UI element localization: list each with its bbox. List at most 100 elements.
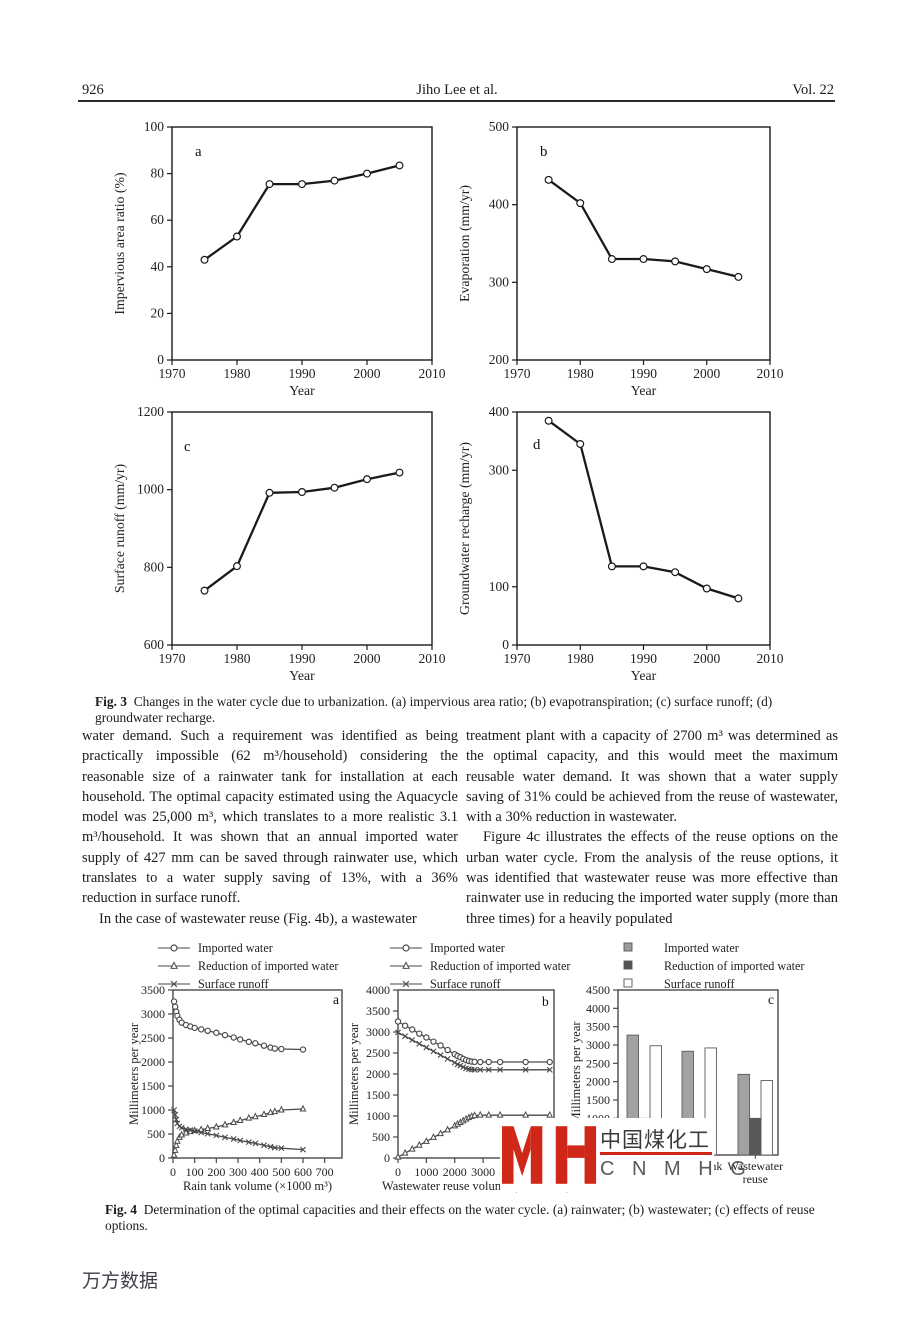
svg-text:d: d (533, 437, 541, 453)
svg-text:2500: 2500 (141, 1031, 165, 1045)
svg-text:400: 400 (251, 1165, 269, 1179)
svg-text:300: 300 (229, 1165, 247, 1179)
svg-text:2000: 2000 (586, 1075, 610, 1089)
svg-text:reuse: reuse (743, 1172, 768, 1186)
svg-text:100: 100 (144, 119, 165, 134)
svg-text:0: 0 (159, 1151, 165, 1165)
svg-text:600: 600 (294, 1165, 312, 1179)
svg-text:1990: 1990 (630, 366, 657, 381)
svg-text:Year: Year (631, 668, 657, 683)
watermark-latin-text: C N M H G (600, 1158, 752, 1180)
svg-text:800: 800 (144, 559, 165, 574)
fig3-chart-b-evaporation: 500 400 300 200 1970 1980 1990 2000 2010 Evaporat… (445, 112, 785, 409)
svg-text:Year: Year (289, 668, 315, 683)
wanfang-data-mark: 万方数据 (82, 1270, 159, 1292)
svg-text:500: 500 (372, 1130, 390, 1144)
svg-text:1500: 1500 (366, 1088, 390, 1102)
svg-text:3500: 3500 (586, 1020, 610, 1034)
svg-text:1980: 1980 (567, 651, 594, 666)
svg-text:Surface runoff: Surface runoff (664, 977, 735, 991)
body-left-column: water demand. Such a requirement was ide… (82, 726, 458, 929)
svg-text:a: a (195, 144, 202, 160)
svg-text:Groundwater recharge (mm/yr): Groundwater recharge (mm/yr) (457, 442, 473, 615)
svg-text:80: 80 (151, 166, 165, 181)
svg-text:500: 500 (489, 119, 510, 134)
page-number: 926 (82, 82, 104, 98)
svg-text:2000: 2000 (693, 651, 720, 666)
svg-text:400: 400 (489, 197, 510, 212)
body-right-column: treatment plant with a capacity of 2700 … (466, 726, 838, 929)
svg-text:300: 300 (489, 462, 510, 477)
svg-text:1980: 1980 (567, 366, 594, 381)
svg-text:Evaporation (mm/yr): Evaporation (mm/yr) (457, 185, 473, 302)
svg-text:1970: 1970 (159, 651, 186, 666)
watermark: 中国煤化工 C N M H G (500, 1118, 746, 1192)
svg-text:Millimeters per year: Millimeters per year (128, 1022, 141, 1125)
svg-text:200: 200 (207, 1165, 225, 1179)
svg-text:a: a (333, 992, 339, 1007)
svg-text:Reduction of imported water: Reduction of imported water (664, 959, 804, 973)
svg-text:2000: 2000 (354, 651, 381, 666)
fig4-caption: Fig. 4 Determination of the optimal capa… (105, 1202, 845, 1234)
svg-text:300: 300 (489, 274, 510, 289)
svg-text:2500: 2500 (366, 1046, 390, 1060)
svg-text:2010: 2010 (757, 366, 784, 381)
svg-text:0: 0 (395, 1165, 401, 1179)
svg-text:3500: 3500 (141, 983, 165, 997)
svg-text:1990: 1990 (630, 651, 657, 666)
svg-text:100: 100 (489, 579, 510, 594)
svg-text:Millimeters per year: Millimeters per year (348, 1022, 361, 1125)
svg-text:60: 60 (151, 212, 165, 227)
svg-text:Surface runoff: Surface runoff (198, 977, 269, 991)
svg-text:1980: 1980 (224, 366, 251, 381)
svg-text:4000: 4000 (586, 1001, 610, 1015)
svg-text:1980: 1980 (224, 651, 251, 666)
svg-text:1000: 1000 (141, 1103, 165, 1117)
running-head: Jiho Lee et al. (416, 82, 498, 98)
svg-text:Imported water: Imported water (198, 941, 273, 955)
fig3-chart-c-surface-runoff: 1200 1000 800 600 1970 1980 1990 2000 2010 Surfac… (100, 397, 448, 694)
cnmhg-logo-icon (502, 1126, 597, 1184)
svg-text:Year: Year (289, 383, 315, 398)
svg-text:Year: Year (631, 383, 657, 398)
svg-text:1000: 1000 (366, 1109, 390, 1123)
svg-text:b: b (540, 144, 547, 160)
paragraph: treatment plant with a capacity of 2700 … (466, 728, 838, 826)
fig4-chart-a-rainwater: 3500 3000 2500 2000 1500 1000 500 0 0 100 200 300 40… (127, 936, 366, 1203)
svg-text:Millimeters per year: Millimeters per year (569, 1021, 583, 1124)
svg-text:4500: 4500 (586, 983, 610, 997)
fig3-caption-text: Changes in the water cycle due to urbani… (95, 694, 773, 725)
fig3-caption-label: Fig. 3 (95, 694, 127, 709)
svg-text:1000: 1000 (137, 482, 164, 497)
svg-text:3000: 3000 (471, 1165, 495, 1179)
svg-text:1500: 1500 (141, 1079, 165, 1093)
paragraph: Figure 4c illustrates the effects of the… (466, 829, 838, 927)
svg-text:20: 20 (151, 305, 165, 320)
fig4-caption-text: Determination of the optimal capacities … (105, 1202, 815, 1233)
svg-text:500: 500 (272, 1165, 290, 1179)
svg-text:0: 0 (502, 637, 509, 652)
svg-text:1200: 1200 (137, 404, 164, 419)
svg-text:Impervious area ratio (%): Impervious area ratio (%) (112, 172, 128, 314)
svg-text:2000: 2000 (141, 1055, 165, 1069)
svg-text:1990: 1990 (289, 366, 316, 381)
svg-text:2010: 2010 (419, 366, 446, 381)
svg-text:2000: 2000 (366, 1067, 390, 1081)
svg-text:1990: 1990 (289, 651, 316, 666)
svg-text:Surface runoff (mm/yr): Surface runoff (mm/yr) (112, 464, 128, 593)
svg-text:4000: 4000 (366, 983, 390, 997)
svg-text:Surface runoff: Surface runoff (430, 977, 501, 991)
svg-text:c: c (184, 439, 191, 455)
watermark-underline (600, 1152, 712, 1155)
svg-text:0: 0 (170, 1165, 176, 1179)
svg-text:Reduction of imported water: Reduction of imported water (198, 959, 338, 973)
fig3-caption: Fig. 3 Changes in the water cycle due to… (95, 694, 835, 726)
svg-text:Reduction of imported water: Reduction of imported water (430, 959, 570, 973)
svg-text:600: 600 (144, 637, 165, 652)
svg-text:200: 200 (489, 352, 510, 367)
fig3-chart-a-impervious-area: 100 80 60 40 20 0 1970 1980 1990 2000 2010 Impervio… (100, 112, 448, 409)
svg-text:1970: 1970 (159, 366, 186, 381)
paragraph: In the case of wastewater reuse (Fig. 4b… (99, 910, 417, 927)
svg-text:40: 40 (151, 259, 165, 274)
